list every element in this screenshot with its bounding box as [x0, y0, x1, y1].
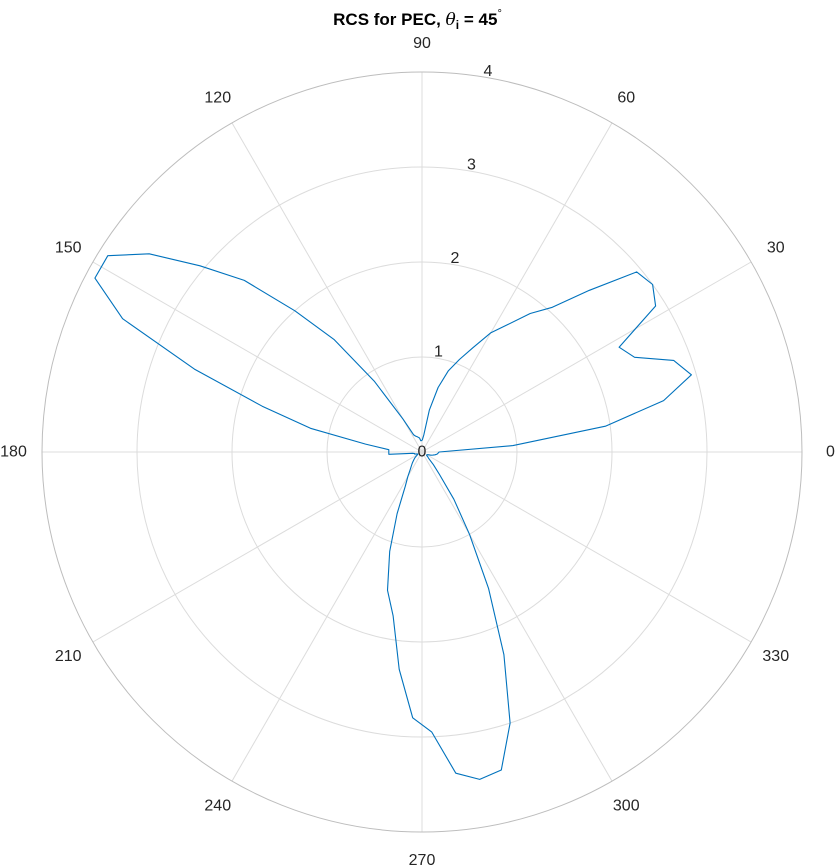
r-gridline-1: [326, 356, 518, 548]
r-tick-label-1: 1: [434, 343, 443, 360]
r-gridline-3: [136, 166, 708, 738]
theta-tick-label-240: 240: [204, 797, 231, 814]
r-tick-label-4: 4: [484, 63, 493, 80]
series-layer: [94, 253, 692, 780]
theta-tick-label-300: 300: [613, 797, 640, 814]
tick-labels: 0 30 60 90 120 150 180 210 240 270 300 330 0 1 2 3 4: [0, 35, 835, 866]
polar-grid: [41, 71, 803, 833]
series-line-1: [94, 253, 692, 780]
outer-ring: [41, 71, 803, 833]
theta-tick-label-330: 330: [762, 648, 789, 665]
r-gridline-2: [231, 261, 613, 643]
theta-tick-label-180: 180: [0, 444, 27, 461]
r-tick-label-3: 3: [467, 156, 476, 173]
theta-tick-label-30: 30: [767, 239, 785, 256]
title-degree-sign: °: [497, 8, 502, 20]
theta-tick-label-210: 210: [55, 648, 82, 665]
title-theta-symbol: θ: [445, 10, 456, 30]
theta-tick-label-90: 90: [413, 35, 431, 52]
r-tick-label-2: 2: [451, 250, 460, 267]
title-subscript: i: [455, 18, 460, 32]
theta-tick-label-120: 120: [204, 90, 231, 107]
theta-tick-label-0: 0: [826, 444, 835, 461]
theta-tick-label-60: 60: [617, 90, 635, 107]
title-equals-value: = 45: [459, 10, 498, 29]
theta-tick-label-270: 270: [409, 852, 436, 866]
r-tick-label-0: 0: [418, 444, 427, 461]
theta-tick-label-150: 150: [55, 239, 82, 256]
chart-title: RCS for PEC, θi = 45°: [0, 8, 835, 32]
title-prefix: RCS for PEC,: [333, 10, 446, 29]
